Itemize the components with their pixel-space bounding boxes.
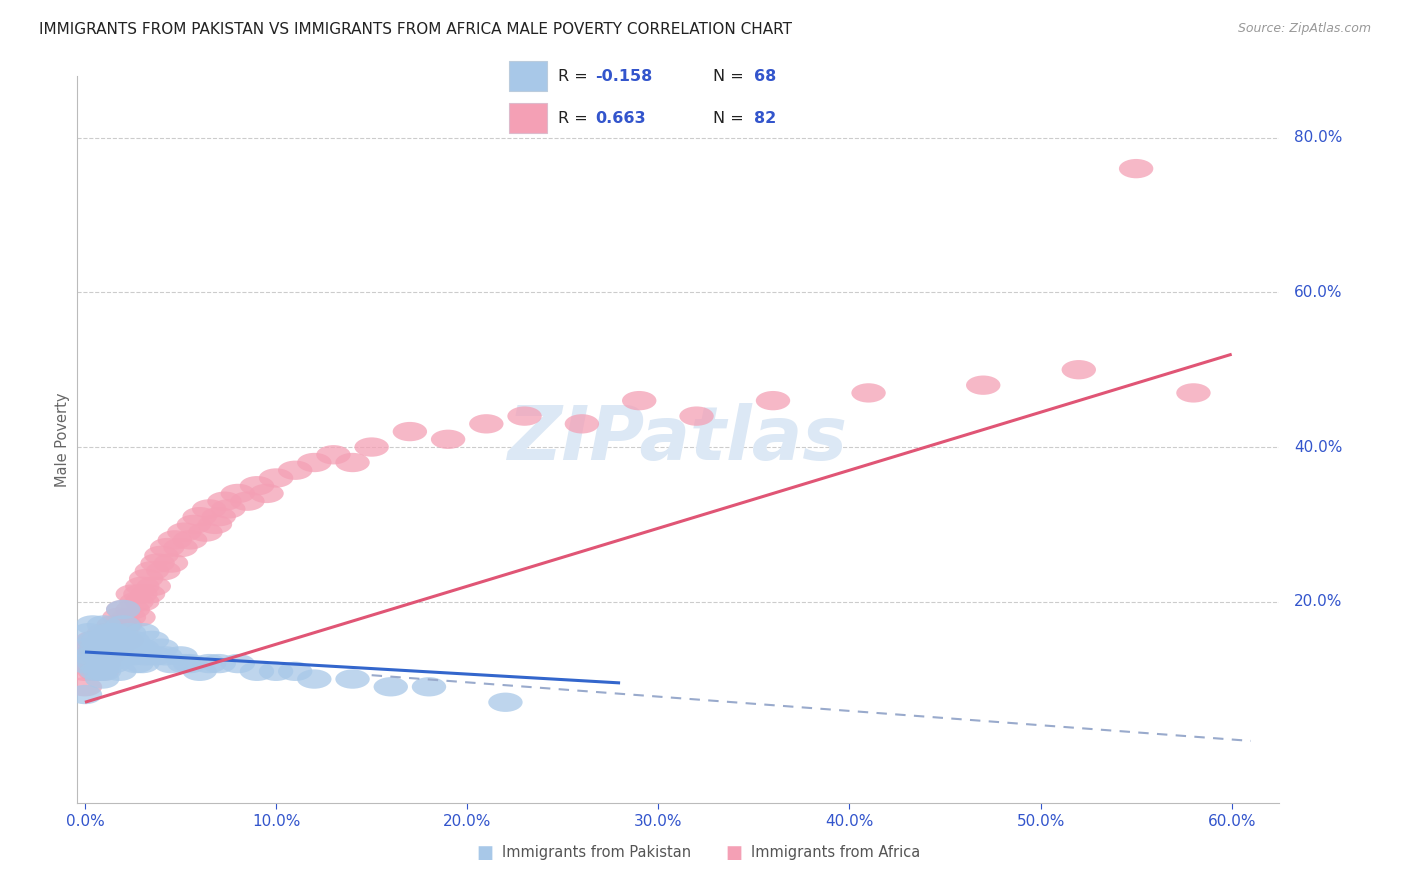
- Text: IMMIGRANTS FROM PAKISTAN VS IMMIGRANTS FROM AFRICA MALE POVERTY CORRELATION CHAR: IMMIGRANTS FROM PAKISTAN VS IMMIGRANTS F…: [39, 22, 793, 37]
- Text: Source: ZipAtlas.com: Source: ZipAtlas.com: [1237, 22, 1371, 36]
- Text: 0.663: 0.663: [596, 111, 647, 126]
- Text: Immigrants from Pakistan: Immigrants from Pakistan: [502, 846, 692, 860]
- Text: ■: ■: [477, 844, 494, 862]
- Text: ZIPatlas: ZIPatlas: [509, 403, 848, 475]
- Text: 82: 82: [754, 111, 776, 126]
- Text: N =: N =: [713, 69, 748, 84]
- Y-axis label: Male Poverty: Male Poverty: [55, 392, 70, 486]
- Text: ■: ■: [725, 844, 742, 862]
- Text: 40.0%: 40.0%: [1294, 440, 1343, 455]
- Text: N =: N =: [713, 111, 748, 126]
- Text: 68: 68: [754, 69, 776, 84]
- Text: -0.158: -0.158: [596, 69, 652, 84]
- Text: Immigrants from Africa: Immigrants from Africa: [751, 846, 920, 860]
- Text: R =: R =: [558, 111, 598, 126]
- FancyBboxPatch shape: [509, 62, 547, 91]
- Text: R =: R =: [558, 69, 592, 84]
- Text: 80.0%: 80.0%: [1294, 130, 1343, 145]
- Text: 60.0%: 60.0%: [1294, 285, 1343, 300]
- FancyBboxPatch shape: [509, 103, 547, 133]
- Text: 20.0%: 20.0%: [1294, 594, 1343, 609]
